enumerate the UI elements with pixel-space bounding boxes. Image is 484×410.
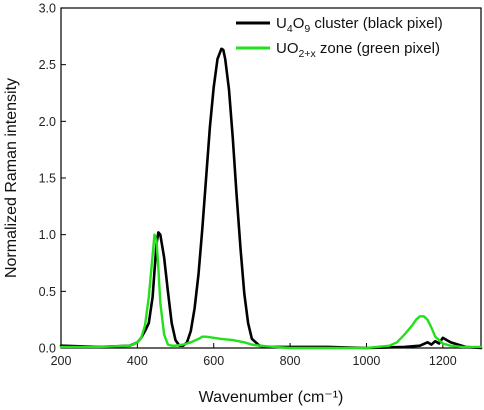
x-axis: 200 400 600 800 1000 1200: [51, 343, 457, 368]
y-tick-label: 2.5: [39, 58, 56, 72]
x-axis-title: Wavenumber (cm⁻¹): [199, 389, 344, 406]
y-tick-label: 0.5: [39, 285, 56, 299]
y-tick-label: 2.0: [39, 115, 56, 129]
y-axis-title: Normalized Raman intensity: [3, 78, 20, 278]
x-tick-label: 800: [280, 354, 301, 368]
x-tick-label: 600: [203, 354, 224, 368]
y-tick-label: 1.5: [39, 172, 56, 186]
y-tick-label: 0.0: [39, 342, 56, 356]
legend: U4O9 cluster (black pixel) UO2+x zone (g…: [236, 15, 443, 60]
x-tick-label: 1000: [353, 354, 381, 368]
legend-label-u4o9: U4O9 cluster (black pixel): [276, 15, 443, 35]
y-tick-label: 3.0: [39, 2, 56, 16]
y-tick-label: 1.0: [39, 228, 56, 242]
x-tick-label: 1200: [429, 354, 457, 368]
plot-frame: [60, 7, 482, 349]
series-line-uo2x-zone: [59, 233, 483, 350]
series-layer: [59, 47, 483, 350]
x-tick-label: 400: [127, 354, 148, 368]
x-tick-label: 200: [51, 354, 72, 368]
series-line-u4o9-cluster: [59, 47, 483, 350]
y-axis: 0.0 0.5 1.0 1.5 2.0 2.5 3.0: [39, 2, 66, 356]
legend-label-uo2x: UO2+x zone (green pixel): [276, 40, 440, 60]
